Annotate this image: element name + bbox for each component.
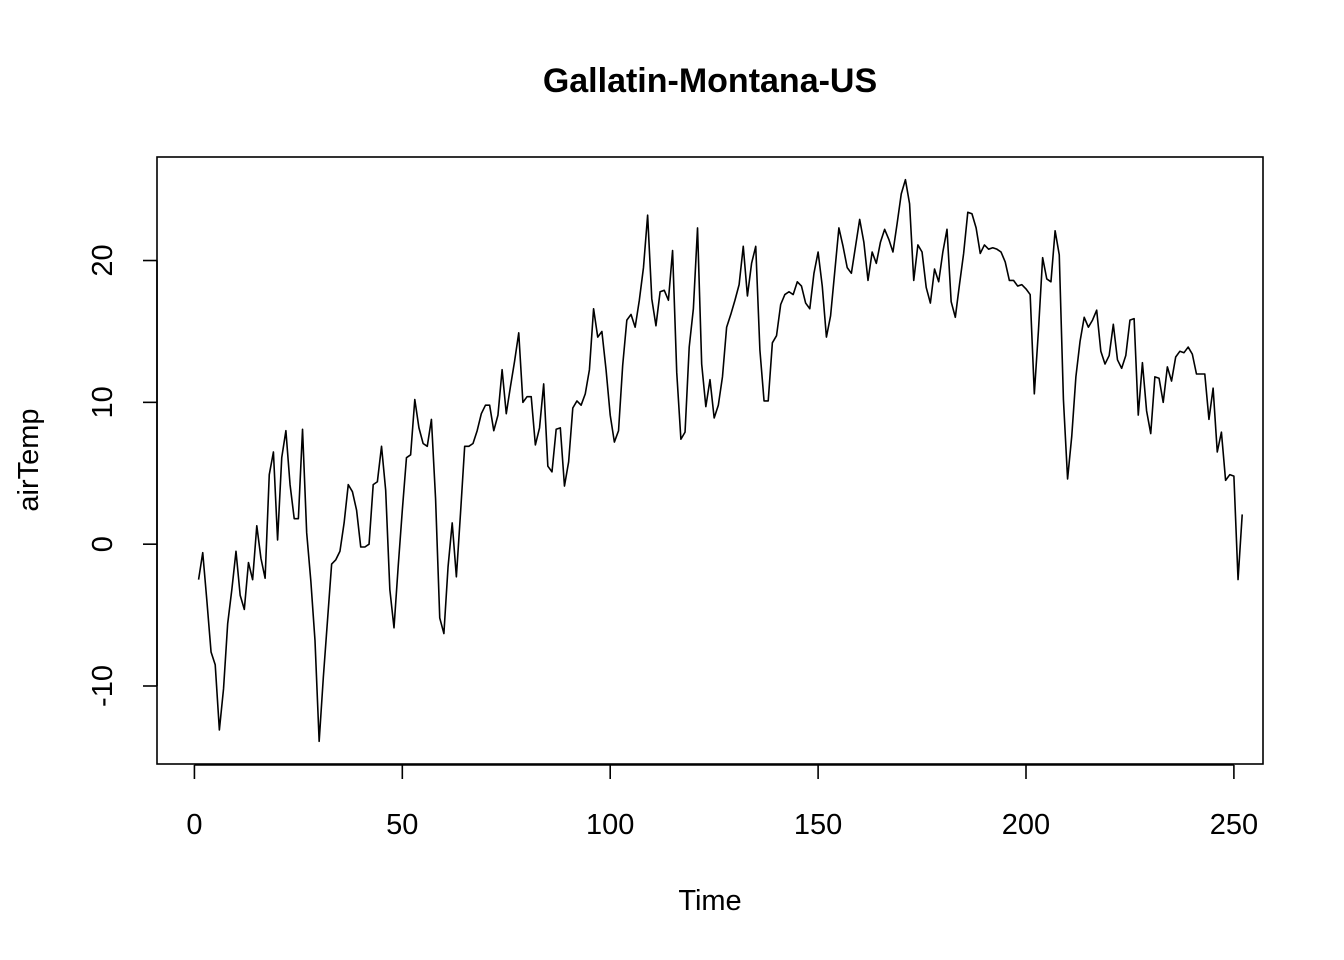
y-axis-label: airTemp bbox=[13, 408, 45, 511]
x-axis-label: Time bbox=[678, 885, 741, 917]
y-tick-label: 10 bbox=[87, 386, 119, 418]
x-tick-label: 150 bbox=[794, 809, 842, 841]
series-line bbox=[197, 178, 1244, 743]
y-tick-label: 20 bbox=[87, 244, 119, 276]
y-axis: -10 0 10 20 bbox=[87, 244, 158, 707]
y-tick-label: 0 bbox=[87, 536, 119, 552]
x-tick-label: 100 bbox=[586, 809, 634, 841]
x-tick-label: 0 bbox=[186, 809, 202, 841]
chart-title: Gallatin-Montana-US bbox=[543, 62, 877, 100]
series-layer bbox=[197, 178, 1244, 743]
x-tick-label: 200 bbox=[1002, 809, 1050, 841]
x-tick-label: 250 bbox=[1210, 809, 1258, 841]
x-axis: 0 50 100 150 200 250 bbox=[186, 764, 1258, 841]
x-tick-label: 50 bbox=[386, 809, 418, 841]
y-tick-label: -10 bbox=[87, 665, 119, 707]
